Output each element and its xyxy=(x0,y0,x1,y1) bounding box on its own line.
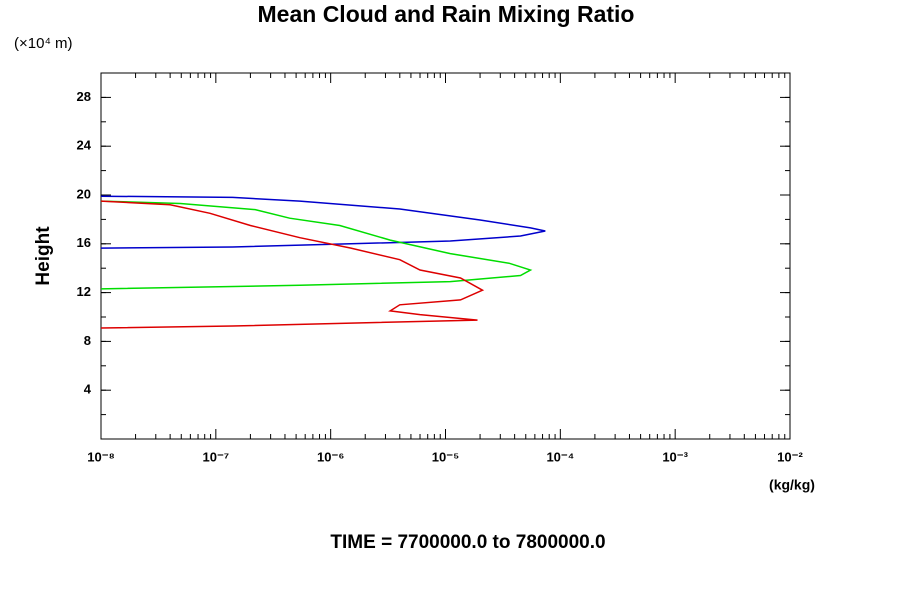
y-tick-label: 12 xyxy=(77,284,91,299)
x-axis-label: (kg/kg) xyxy=(769,477,815,493)
y-unit: (×10⁴ m) xyxy=(14,35,73,52)
plot-frame xyxy=(100,72,791,440)
x-tick-label: 10⁻⁵ xyxy=(432,449,459,464)
y-tick-label: 4 xyxy=(84,382,92,397)
time-annotation: TIME = 7700000.0 to 7800000.0 xyxy=(330,532,605,553)
y-tick-label: 20 xyxy=(77,186,91,201)
data-line xyxy=(100,200,533,290)
x-tick-label: 10⁻⁷ xyxy=(202,449,229,464)
y-tick-label: 28 xyxy=(77,89,91,104)
chart-title: Mean Cloud and Rain Mixing Ratio xyxy=(258,1,635,27)
y-tick-label: 16 xyxy=(77,235,91,250)
x-tick-label: 10⁻⁴ xyxy=(546,449,574,464)
y-axis-label: Height xyxy=(33,226,54,286)
y-tick-label: 8 xyxy=(84,333,91,348)
x-tick-label: 10⁻⁶ xyxy=(317,449,344,464)
x-tick-label: 10⁻³ xyxy=(662,449,688,464)
x-tick-label: 10⁻² xyxy=(777,449,803,464)
y-tick-label: 24 xyxy=(77,138,92,153)
x-tick-label: 10⁻⁸ xyxy=(87,449,114,464)
data-line xyxy=(100,200,485,329)
